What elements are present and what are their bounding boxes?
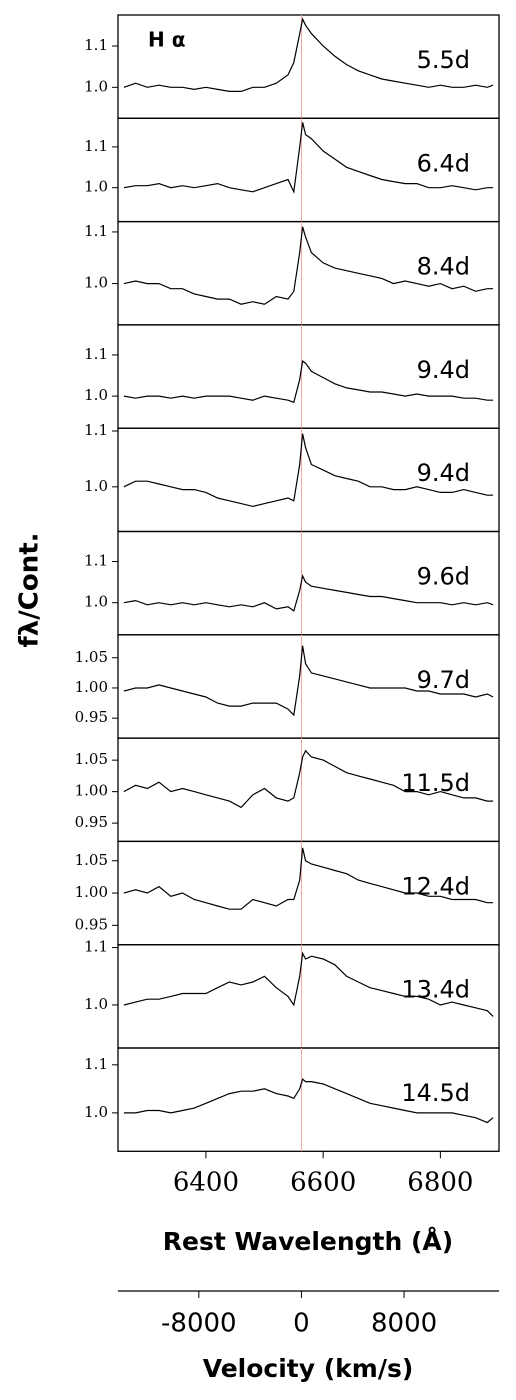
spectrum-line: [123, 574, 494, 612]
epoch-label: 12.4d: [401, 872, 470, 900]
y-tick-label: 0.95: [75, 915, 108, 933]
spectrum-line: [123, 645, 494, 717]
y-tick-label: 1.1: [84, 36, 108, 54]
y-tick-label: 1.1: [84, 1055, 108, 1073]
y-tick-label: 1.1: [84, 222, 108, 240]
y-tick-label: 1.1: [84, 421, 108, 439]
x-axis-label: Rest Wavelength (Å): [163, 1227, 453, 1256]
y-tick-label: 1.0: [84, 477, 108, 495]
y-tick-label: 1.0: [84, 995, 108, 1013]
x2-tick-label: 8000: [371, 1309, 437, 1339]
spectrum-line: [123, 360, 494, 404]
y-tick-label: 1.1: [84, 938, 108, 956]
y-tick-label: 1.0: [84, 77, 108, 95]
y-tick-label: 1.00: [75, 782, 108, 800]
y-tick-label: 1.05: [75, 750, 108, 768]
spectrum-line: [123, 433, 494, 508]
y-tick-label: 1.1: [84, 137, 108, 155]
y-tick-label: 0.95: [75, 813, 108, 831]
x2-tick-label: -8000: [161, 1309, 237, 1339]
epoch-label: 6.4d: [417, 149, 470, 177]
epoch-label: 13.4d: [401, 976, 470, 1004]
y-axis-label: fλ/Cont.: [15, 532, 45, 647]
spectrum-line: [123, 951, 494, 1017]
epoch-label: 9.4d: [417, 356, 470, 384]
spectrum-line: [123, 17, 494, 92]
epoch-label: 14.5d: [401, 1079, 470, 1107]
y-tick-label: 1.0: [84, 178, 108, 196]
y-tick-label: 1.0: [84, 274, 108, 292]
spectrum-line: [123, 749, 494, 809]
epoch-label: 9.4d: [417, 459, 470, 487]
x2-tick-label: 0: [293, 1309, 310, 1339]
y-tick-label: 1.05: [75, 851, 108, 869]
x-tick-label: 6400: [173, 1167, 239, 1197]
epoch-label: 8.4d: [417, 253, 470, 281]
spectrum-line: [123, 226, 494, 305]
y-tick-label: 1.00: [75, 883, 108, 901]
panel-frame: [117, 1047, 500, 1152]
epoch-label: 9.6d: [417, 563, 470, 591]
y-tick-label: 1.0: [84, 1103, 108, 1121]
y-tick-label: 1.1: [84, 345, 108, 363]
spectrum-line: [123, 847, 494, 910]
y-tick-label: 0.95: [75, 708, 108, 726]
spectrum-line: [123, 1078, 494, 1124]
spectrum-line: [123, 122, 494, 194]
annotation: H α: [148, 28, 185, 52]
x-tick-label: 6600: [290, 1167, 356, 1197]
y-tick-label: 1.0: [84, 593, 108, 611]
y-tick-label: 1.05: [75, 648, 108, 666]
y-tick-label: 1.0: [84, 386, 108, 404]
epoch-label: 9.7d: [417, 666, 470, 694]
epoch-label: 11.5d: [401, 769, 470, 797]
y-tick-label: 1.00: [75, 678, 108, 696]
x-tick-label: 6800: [407, 1167, 473, 1197]
epoch-label: 5.5d: [417, 46, 470, 74]
x2-axis-label: Velocity (km/s): [203, 1354, 414, 1383]
y-tick-label: 1.1: [84, 552, 108, 570]
